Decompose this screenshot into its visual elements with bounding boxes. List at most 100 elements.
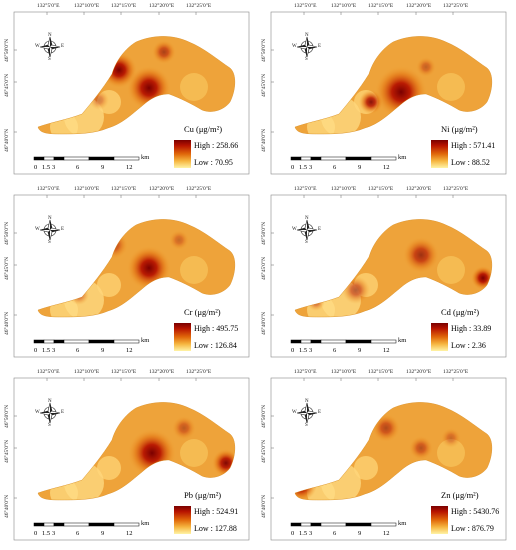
scale-bar-tick: 0 [291, 347, 295, 354]
compass-w-label: W [292, 227, 297, 232]
lat-label: 46°40'0"N [4, 494, 10, 518]
lon-label: 132°5'0"E [294, 3, 317, 9]
concentration-surface [38, 402, 235, 501]
map-frame [270, 377, 507, 541]
lon-label: 132°25'0"E [186, 3, 212, 9]
legend-low-value: Low : 70.95 [194, 158, 233, 167]
lon-label: 132°20'0"E [406, 3, 432, 9]
scale-bar-segment [370, 156, 397, 161]
lat-label: 46°40'0"N [261, 311, 267, 335]
scale-bar-segment [113, 522, 140, 527]
scale-bar-tick: 6 [333, 164, 337, 171]
hotspot [212, 449, 235, 477]
scale-bar-tick: 3 [309, 347, 313, 354]
map-canvas [13, 377, 250, 541]
lon-label: 132°15'0"E [111, 3, 137, 9]
scale-bar-tick: 6 [76, 164, 80, 171]
legend-title: Zn (μg/m²) [441, 490, 479, 500]
hotspot [307, 293, 325, 311]
region-outline [294, 402, 493, 501]
compass-s-label: S [305, 240, 308, 245]
scale-bar-unit: km [141, 520, 150, 527]
scale-bar-segment [33, 522, 45, 527]
scale-bar-segment [345, 522, 372, 527]
lat-label: 46°45'0"N [4, 73, 10, 97]
scale-bar-segment [88, 522, 115, 527]
map-canvas [270, 11, 507, 175]
scale-bar-segment [290, 522, 302, 527]
scale-bar-segment [310, 522, 322, 527]
legend-high-value: High : 5430.76 [451, 507, 500, 516]
map-panel-pb: 132°5'0"E 132°10'0"E 132°15'0"E 132°20'0"E 1… [4, 368, 259, 548]
lon-label: 132°20'0"E [406, 186, 432, 192]
low-value-area [97, 456, 121, 480]
scale-bar-tick: 9 [358, 347, 362, 354]
scale-bar-tick: 12 [126, 347, 133, 354]
scale-bar-segment [290, 339, 302, 344]
hotspot [409, 436, 433, 460]
compass-e-label: E [318, 44, 322, 49]
lon-label: 132°25'0"E [443, 369, 469, 375]
legend-low-value: Low : 126.84 [194, 341, 237, 350]
compass-s-label: S [48, 423, 51, 428]
lon-label: 132°15'0"E [368, 369, 394, 375]
scale-bar-segment [88, 339, 115, 344]
lon-label: 132°5'0"E [37, 369, 60, 375]
scale-bar-tick: 0 [34, 164, 38, 171]
hotspot [89, 90, 109, 110]
lon-label: 132°20'0"E [149, 3, 175, 9]
hotspot [295, 469, 317, 501]
lon-label: 132°15'0"E [368, 3, 394, 9]
scale-bar-segment [300, 339, 312, 344]
hotspot [342, 276, 370, 304]
lon-label: 132°5'0"E [37, 3, 60, 9]
legend-color-ramp [174, 140, 191, 168]
scale-bar-tick: 6 [76, 347, 80, 354]
compass-n-label: N [305, 33, 309, 38]
lon-label: 132°15'0"E [368, 186, 394, 192]
scale-bar-tick: 3 [309, 530, 313, 537]
scale-bar-tick: 3 [52, 164, 56, 171]
low-value-area [437, 256, 465, 284]
scale-bar-tick: 6 [76, 530, 80, 537]
legend-high-value: High : 258.66 [194, 141, 239, 150]
compass-rose-icon [39, 36, 61, 58]
region-outline [37, 36, 236, 135]
legend-title: Ni (μg/m²) [441, 124, 478, 134]
scale-bar-tick: 0 [291, 530, 295, 537]
lat-label: 46°45'0"N [261, 439, 267, 463]
scale-bar-segment [63, 522, 90, 527]
compass-n-label: N [305, 399, 309, 404]
hotspot [441, 428, 461, 448]
low-value-area [180, 73, 208, 101]
low-value-area [354, 456, 378, 480]
scale-bar-segment [88, 156, 115, 161]
compass-rose-icon [296, 219, 318, 241]
scale-bar-segment [43, 522, 55, 527]
lon-label: 132°15'0"E [111, 369, 137, 375]
map-panel-cu: 132°5'0"E 132°10'0"E 132°15'0"E 132°20'0"E 1… [4, 2, 259, 182]
compass-s-label: S [305, 57, 308, 62]
map-panel-zn: 132°5'0"E 132°10'0"E 132°15'0"E 132°20'0"E 1… [261, 368, 516, 548]
scale-bar-tick: 12 [383, 530, 390, 537]
low-value-area [50, 479, 78, 501]
scale-bar-segment [53, 156, 65, 161]
compass-w-label: W [35, 410, 40, 415]
scale-bar-unit: km [398, 520, 407, 527]
scale-bar-tick: 12 [383, 347, 390, 354]
compass-e-label: E [61, 44, 65, 49]
hotspot [372, 414, 400, 442]
scale-bar-tick: 1.5 [299, 530, 308, 537]
legend-high-value: High : 524.91 [194, 507, 239, 516]
lat-label: 46°45'0"N [4, 439, 10, 463]
scale-bar-tick: 6 [333, 347, 337, 354]
scale-bar-tick: 1.5 [299, 164, 308, 171]
low-value-area [50, 113, 78, 135]
legend-color-ramp [431, 140, 448, 168]
scale-bar-segment [370, 522, 397, 527]
hotspot [152, 40, 176, 64]
concentration-surface [295, 402, 492, 501]
scale-bar-tick: 1.5 [299, 347, 308, 354]
hotspot [128, 429, 176, 477]
scale-bar-tick: 0 [34, 347, 38, 354]
